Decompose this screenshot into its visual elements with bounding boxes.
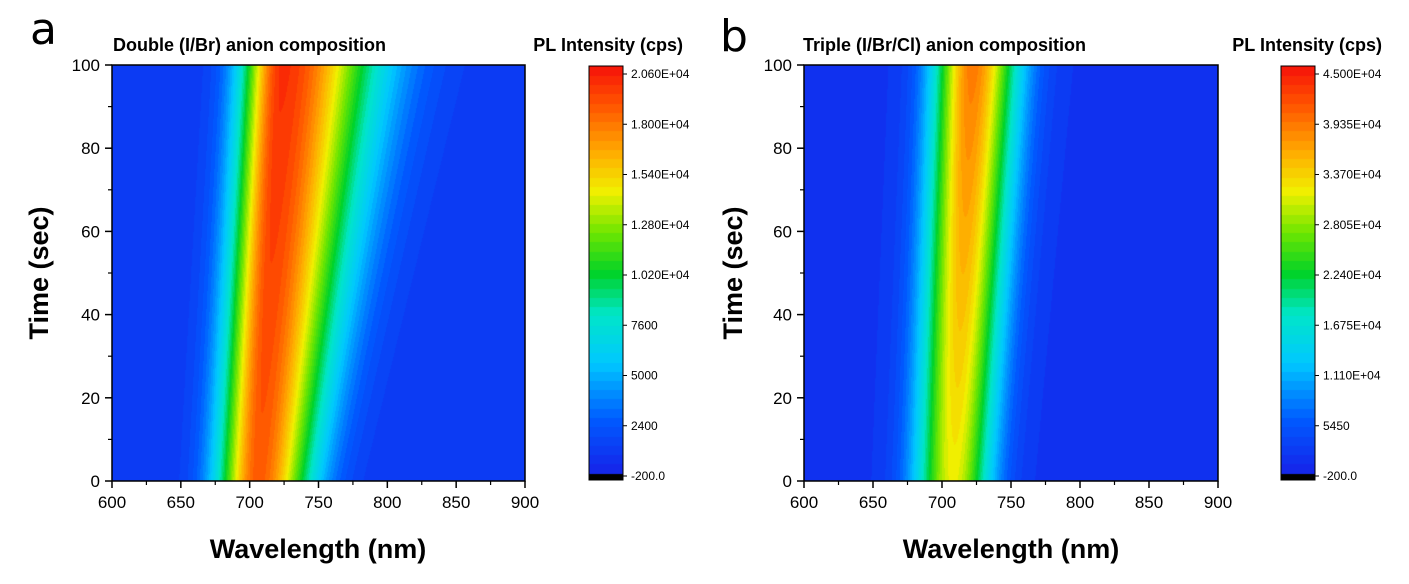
y-axis-label-a: Time (sec)	[24, 206, 54, 339]
heatmap-area-a	[112, 65, 525, 481]
y-tick-label: 60	[773, 222, 792, 241]
colorbar-title-a: PL Intensity (cps)	[533, 35, 683, 55]
colorbar-tick-label: 1.540E+04	[631, 168, 690, 182]
colorbar-tick-label: 5450	[1323, 419, 1350, 433]
panel-a: a Double (I/Br) anion composition PL Int…	[24, 4, 690, 564]
x-tick-label: 650	[167, 493, 195, 512]
y-axis-label-b: Time (sec)	[718, 206, 748, 339]
colorbar-tick-label: 1.020E+04	[631, 268, 690, 282]
x-tick-label: 750	[304, 493, 332, 512]
colorbar-tick-label: 3.935E+04	[1323, 117, 1382, 131]
y-tick-label: 100	[764, 56, 792, 75]
y-tick-label: 60	[81, 222, 100, 241]
x-tick-label: 850	[1135, 493, 1163, 512]
colorbar-ticks-b: 4.500E+04 3.935E+04 3.370E+04 2.805E+04 2.24…	[1315, 67, 1382, 483]
colorbar-tick-label: -200.0	[631, 469, 665, 483]
panel-label-a: a	[30, 4, 57, 55]
y-tick-label: 0	[91, 472, 100, 491]
x-tick-label: 850	[442, 493, 470, 512]
x-axis-b: 600 650 700 750 800 850 900	[790, 481, 1232, 512]
y-tick-label: 80	[81, 139, 100, 158]
colorbar-tick-label: -200.0	[1323, 469, 1357, 483]
colorbar-frame-b	[1280, 65, 1316, 481]
x-tick-label: 750	[997, 493, 1025, 512]
y-tick-label: 80	[773, 139, 792, 158]
colorbar-title-b: PL Intensity (cps)	[1232, 35, 1382, 55]
colorbar-tick-label: 1.800E+04	[631, 117, 690, 131]
x-axis-a: 600 650 700 750 800 850 900	[98, 481, 539, 512]
x-tick-label: 700	[235, 493, 263, 512]
colorbar-tick-label: 3.370E+04	[1323, 168, 1382, 182]
colorbar-frame-a	[588, 65, 624, 481]
y-axis-a: 0 20 40 60 80 100	[72, 56, 112, 491]
y-tick-label: 20	[81, 389, 100, 408]
x-tick-label: 600	[790, 493, 818, 512]
colorbar-tick-label: 4.500E+04	[1323, 67, 1382, 81]
x-axis-label-b: Wavelength (nm)	[903, 534, 1120, 564]
x-tick-label: 800	[1066, 493, 1094, 512]
panel-label-b: b	[720, 11, 748, 62]
colorbar-tick-label: 1.110E+04	[1323, 369, 1381, 383]
y-axis-b: 0 20 40 60 80 100	[764, 56, 804, 491]
colorbar-tick-label: 1.280E+04	[631, 218, 690, 232]
colorbar-ticks-a: 2.060E+04 1.800E+04 1.540E+04 1.280E+04 1.02…	[623, 67, 690, 483]
heatmap-area-b	[804, 65, 1218, 481]
colorbar-tick-label: 5000	[631, 369, 658, 383]
y-tick-label: 20	[773, 389, 792, 408]
y-tick-label: 100	[72, 56, 100, 75]
x-axis-label-a: Wavelength (nm)	[210, 534, 427, 564]
colorbar-tick-label: 2.240E+04	[1323, 268, 1382, 282]
colorbar-tick-label: 2.805E+04	[1323, 218, 1382, 232]
colorbar-tick-label: 1.675E+04	[1323, 318, 1382, 332]
colorbar-tick-label: 2.060E+04	[631, 67, 690, 81]
y-tick-label: 40	[773, 306, 792, 325]
panel-b: b Triple (I/Br/Cl) anion composition PL …	[718, 11, 1382, 564]
x-tick-label: 900	[1204, 493, 1232, 512]
x-tick-label: 900	[511, 493, 539, 512]
colorbar-b	[1281, 66, 1315, 480]
y-tick-label: 40	[81, 306, 100, 325]
x-tick-label: 700	[928, 493, 956, 512]
plot-title-b: Triple (I/Br/Cl) anion composition	[803, 35, 1086, 55]
y-tick-label: 0	[783, 472, 792, 491]
colorbar-a	[589, 66, 623, 480]
colorbar-tick-label: 7600	[631, 318, 658, 332]
colorbar-tick-label: 2400	[631, 419, 658, 433]
x-tick-label: 600	[98, 493, 126, 512]
x-tick-label: 800	[373, 493, 401, 512]
plot-title-a: Double (I/Br) anion composition	[113, 35, 386, 55]
x-tick-label: 650	[859, 493, 887, 512]
